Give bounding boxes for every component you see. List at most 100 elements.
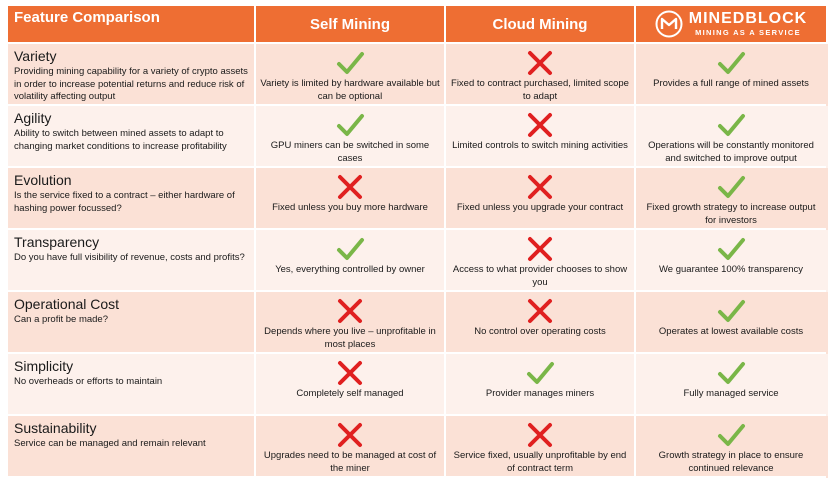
self-mining-cell: Completely self managed (256, 354, 446, 416)
cloud-mining-cell: Service fixed, usually unprofitable by e… (446, 416, 636, 478)
cell-note: Provider manages miners (485, 388, 595, 399)
minedblock-cell: Fixed growth strategy to increase output… (636, 168, 826, 230)
check-icon (527, 362, 554, 384)
feature-cell: Simplicity No overheads or efforts to mai… (8, 354, 256, 416)
cloud-mining-header: Cloud Mining (446, 6, 636, 44)
self-mining-cell: Upgrades need to be managed at cost of t… (256, 416, 446, 478)
feature-description: Is the service fixed to a contract – eit… (14, 190, 235, 214)
self-mining-cell: Depends where you live – unprofitable in… (256, 292, 446, 354)
feature-description: Service can be managed and remain releva… (14, 438, 206, 449)
check-icon (718, 362, 745, 384)
cell-note: Operations will be constantly monitored … (648, 140, 814, 164)
feature-description: No overheads or efforts to maintain (14, 376, 163, 387)
feature-title: Variety (14, 48, 57, 64)
feature-description: Ability to switch between mined assets t… (14, 128, 227, 152)
self-mining-cell: Yes, everything controlled by owner (256, 230, 446, 292)
cell-note: Upgrades need to be managed at cost of t… (263, 450, 437, 474)
cell-note: Limited controls to switch mining activi… (452, 140, 628, 151)
table-row: Operational Cost Can a profit be made? Dep… (8, 292, 828, 354)
cell-note: We guarantee 100% transparency (659, 264, 803, 275)
cloud-mining-cell: Fixed to contract purchased, limited sco… (446, 44, 636, 106)
cell-note: GPU miners can be switched in some cases (270, 140, 430, 164)
cell-note: Variety is limited by hardware available… (260, 78, 440, 102)
check-icon (337, 114, 364, 136)
feature-cell: Evolution Is the service fixed to a contr… (8, 168, 256, 230)
table-row: Simplicity No overheads or efforts to mai… (8, 354, 828, 416)
self-mining-cell: Variety is limited by hardware available… (256, 44, 446, 106)
table-row: Variety Providing mining capability for a… (8, 44, 828, 106)
self-mining-header: Self Mining (256, 6, 446, 44)
cell-note: Operates at lowest available costs (658, 326, 804, 337)
cross-icon (338, 361, 362, 385)
check-icon (718, 300, 745, 322)
feature-description: Do you have full visibility of revenue, … (14, 252, 245, 263)
minedblock-cell: Operates at lowest available costs (636, 292, 826, 354)
cloud-mining-cell: Access to what provider chooses to show … (446, 230, 636, 292)
cross-icon (528, 175, 552, 199)
feature-cell: Operational Cost Can a profit be made? (8, 292, 256, 354)
check-icon (718, 176, 745, 198)
check-icon (718, 114, 745, 136)
self-mining-cell: Fixed unless you buy more hardware (256, 168, 446, 230)
cell-note: Yes, everything controlled by owner (275, 264, 425, 275)
cross-icon (338, 175, 362, 199)
cloud-mining-cell: Provider manages miners (446, 354, 636, 416)
minedblock-logo: MINEDBLOCK MINING AS A SERVICE (636, 10, 826, 38)
cell-note: No control over operating costs (474, 326, 606, 337)
feature-title: Agility (14, 110, 52, 126)
check-icon (718, 424, 745, 446)
cloud-mining-cell: Limited controls to switch mining activi… (446, 106, 636, 168)
check-icon (718, 52, 745, 74)
cell-note: Completely self managed (296, 388, 404, 399)
cross-icon (528, 113, 552, 137)
minedblock-cell: We guarantee 100% transparency (636, 230, 826, 292)
minedblock-cell: Growth strategy in place to ensure conti… (636, 416, 826, 478)
feature-cell: Transparency Do you have full visibility … (8, 230, 256, 292)
feature-column-header: Feature Comparison (8, 6, 256, 44)
comparison-table: Feature Comparison Self Mining Cloud Min… (8, 6, 828, 478)
cloud-mining-cell: Fixed unless you upgrade your contract (446, 168, 636, 230)
minedblock-cell: Provides a full range of mined assets (636, 44, 826, 106)
feature-title: Evolution (14, 172, 72, 188)
table-row: Sustainability Service can be managed and… (8, 416, 828, 478)
cell-note: Fully managed service (683, 388, 779, 399)
cell-note: Fixed growth strategy to increase output… (646, 202, 816, 226)
cell-note: Fixed unless you buy more hardware (272, 202, 428, 213)
cross-icon (528, 51, 552, 75)
feature-cell: Sustainability Service can be managed and… (8, 416, 256, 478)
logo-tagline: MINING AS A SERVICE (695, 28, 801, 38)
cell-note: Fixed to contract purchased, limited sco… (451, 78, 629, 102)
cross-icon (528, 299, 552, 323)
feature-description: Can a profit be made? (14, 314, 109, 325)
check-icon (718, 238, 745, 260)
cell-note: Fixed unless you upgrade your contract (456, 202, 624, 213)
cell-note: Provides a full range of mined assets (653, 78, 809, 89)
minedblock-m-icon (655, 10, 683, 38)
cross-icon (338, 423, 362, 447)
header-row: Feature Comparison Self Mining Cloud Min… (8, 6, 828, 44)
feature-title: Transparency (14, 234, 100, 250)
cell-note: Access to what provider chooses to show … (452, 264, 628, 288)
check-icon (337, 238, 364, 260)
cell-note: Growth strategy in place to ensure conti… (658, 450, 804, 474)
cross-icon (338, 299, 362, 323)
minedblock-cell: Fully managed service (636, 354, 826, 416)
feature-description: Providing mining capability for a variet… (14, 66, 248, 102)
cross-icon (528, 423, 552, 447)
feature-title: Sustainability (14, 420, 97, 436)
logo-name: MINEDBLOCK (688, 10, 808, 28)
minedblock-header: MINEDBLOCK MINING AS A SERVICE (636, 6, 826, 44)
self-mining-cell: GPU miners can be switched in some cases (256, 106, 446, 168)
check-icon (337, 52, 364, 74)
cell-note: Service fixed, usually unprofitable by e… (453, 450, 627, 474)
cell-note: Depends where you live – unprofitable in… (264, 326, 436, 350)
feature-title: Operational Cost (14, 296, 120, 312)
cloud-mining-cell: No control over operating costs (446, 292, 636, 354)
table-row: Transparency Do you have full visibility … (8, 230, 828, 292)
cross-icon (528, 237, 552, 261)
feature-cell: Agility Ability to switch between mined a… (8, 106, 256, 168)
feature-title: Simplicity (14, 358, 74, 374)
minedblock-cell: Operations will be constantly monitored … (636, 106, 826, 168)
table-row: Evolution Is the service fixed to a contr… (8, 168, 828, 230)
table-row: Agility Ability to switch between mined a… (8, 106, 828, 168)
